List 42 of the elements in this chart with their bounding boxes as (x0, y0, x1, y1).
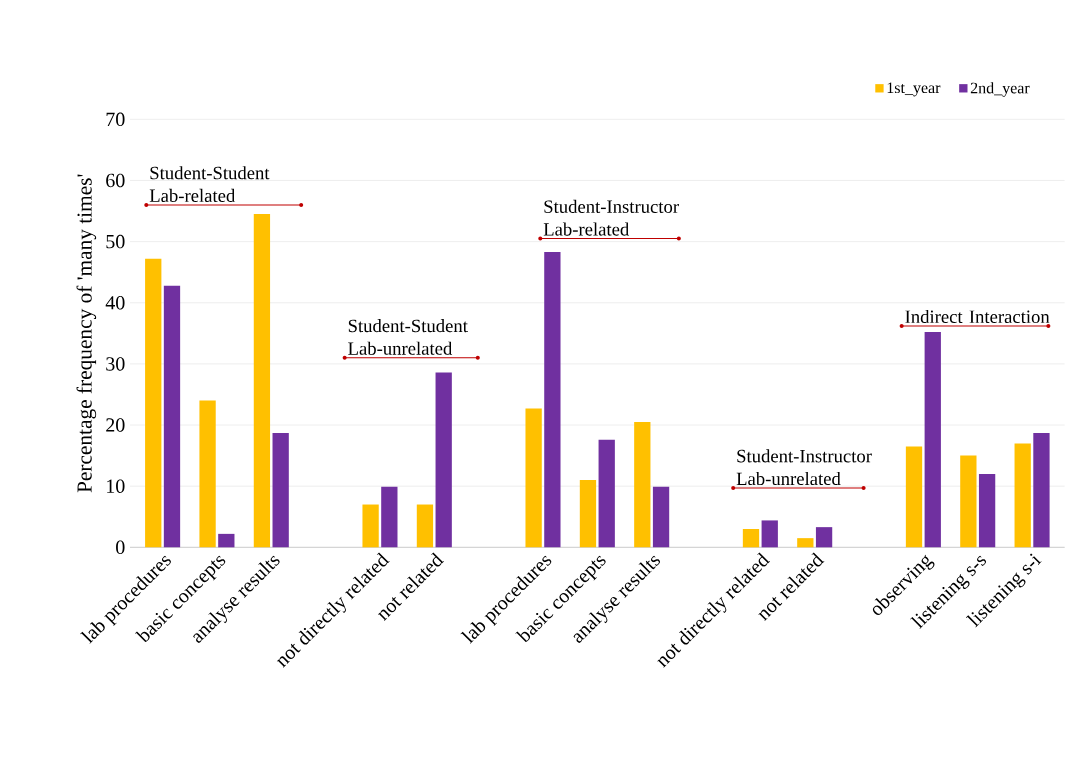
bar (742, 528, 760, 548)
y-tick-label: 70 (106, 112, 125, 127)
y-axis-title: Percentage frequency of 'many times' (76, 174, 97, 493)
y-tick-label: 10 (107, 479, 125, 493)
bar (978, 473, 996, 548)
bar (905, 446, 923, 548)
annotation: Student-Instructor Lab-unrelated (736, 449, 872, 486)
bar (1033, 432, 1050, 548)
bar (272, 432, 289, 548)
bar (381, 486, 398, 548)
bar (579, 480, 597, 548)
bar (960, 455, 977, 548)
y-tick-label: 40 (105, 296, 125, 310)
bar (362, 504, 379, 548)
bar (435, 372, 452, 548)
bar (253, 214, 271, 548)
bar (815, 527, 833, 548)
bar (218, 533, 235, 548)
legend-label: 1st_year (887, 82, 941, 97)
bar (634, 421, 651, 548)
bar (652, 486, 670, 548)
bar (761, 520, 778, 548)
annotation: Indirect Interaction (905, 309, 1050, 324)
bar (416, 504, 434, 548)
bar (199, 400, 216, 548)
y-tick-label: 20 (106, 418, 125, 432)
y-tick-label: 30 (106, 357, 125, 371)
annotation: Student-Instructor Lab-related (543, 199, 679, 236)
y-tick-label: 60 (106, 173, 125, 188)
bar (525, 408, 542, 548)
legend-label: 2nd_year (970, 82, 1030, 97)
bar (924, 332, 941, 548)
bar (1014, 443, 1031, 548)
annotation: Student-Student Lab-unrelated (348, 319, 468, 355)
annotation: Student-Student Lab-related (149, 166, 270, 202)
bar (598, 439, 615, 548)
bar (145, 258, 162, 548)
bar (797, 538, 814, 548)
bar (163, 285, 181, 548)
bar (544, 252, 561, 548)
y-tick-label: 50 (106, 234, 125, 249)
y-tick-label: 0 (116, 540, 125, 555)
